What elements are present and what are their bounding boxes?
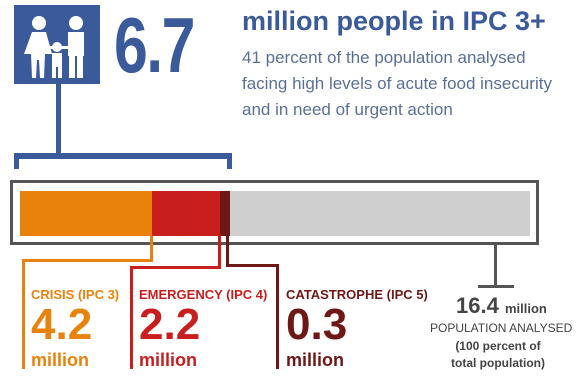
connector-crisis-down (22, 259, 25, 369)
family-icon-box (14, 5, 100, 84)
headline: million people in IPC 3+ (242, 6, 546, 36)
unit-crisis: million (31, 350, 89, 370)
connector-crisis-h (22, 259, 153, 262)
family-icon (24, 16, 84, 78)
value-catastrophe: 0.3 (286, 300, 348, 349)
connector-emergency-h (130, 266, 221, 269)
bar-segment-crisis (20, 191, 152, 236)
bracket-bar (14, 153, 232, 159)
big-number: 6.7 (114, 1, 195, 89)
total-marker-base (478, 285, 514, 288)
bracket-left (14, 153, 19, 169)
label-catastrophe: CATASTROPHE (IPC 5) (286, 287, 428, 302)
value-emergency: 2.2 (139, 300, 201, 349)
connector-crisis-v (150, 236, 153, 261)
connector-catastrophe-down (276, 264, 279, 369)
total-marker-stem (494, 245, 497, 285)
label-crisis: CRISIS (IPC 3) (31, 287, 120, 302)
bar-segment-remaining (230, 191, 530, 236)
bar-segment-emergency (152, 191, 220, 236)
connector-emergency-v (218, 236, 221, 269)
bracket-stem (56, 84, 61, 157)
connector-catastrophe-v (226, 236, 229, 266)
population-note: (100 percent of total population) (451, 339, 545, 370)
population-number: 16.4 (456, 293, 499, 318)
subtext: 41 percent of the population analysed fa… (242, 48, 552, 119)
unit-catastrophe: million (286, 350, 344, 370)
connector-emergency-down (130, 266, 133, 369)
population-label: POPULATION ANALYSED (430, 321, 573, 335)
unit-emergency: million (139, 350, 197, 370)
value-crisis: 4.2 (31, 300, 93, 349)
population-unit: million (504, 301, 547, 316)
bracket-right (227, 153, 232, 169)
population-value: 16.4 million (456, 293, 547, 319)
bar-segment-catastrophe (220, 191, 230, 236)
label-emergency: EMERGENCY (IPC 4) (139, 287, 268, 302)
connector-catastrophe-h (226, 264, 278, 267)
